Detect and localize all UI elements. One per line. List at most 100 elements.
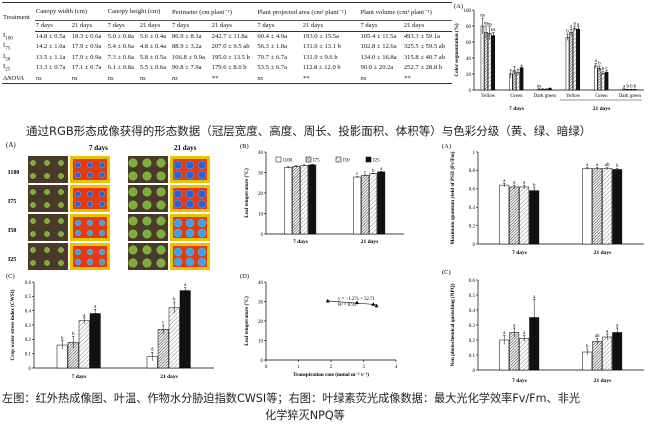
bar-i75 <box>569 32 573 91</box>
x-category-label: 21 days <box>594 250 612 256</box>
table-cell: 112.8 ± 12.0 b <box>302 64 341 72</box>
significance-letter: b <box>566 30 569 35</box>
treatment-subscript: 25 <box>5 67 11 73</box>
bar-i75 <box>597 68 602 91</box>
bar-i25 <box>377 171 386 235</box>
significance-letter: b <box>72 332 75 337</box>
bar-i50 <box>572 28 577 91</box>
x-tick-label: 0 <box>265 365 268 370</box>
y-tick-label: 0.4 <box>469 206 476 211</box>
table-cell-treatment: I25 <box>2 63 35 74</box>
significance-letter: a <box>380 167 383 172</box>
y-tick-label: 0.6 <box>469 279 476 284</box>
table-cell-treatment: I100 <box>2 31 35 42</box>
bar-i100 <box>284 167 293 235</box>
table-subheader: 21 days <box>301 20 360 32</box>
significance-letter: a <box>523 181 526 186</box>
table-header-treatment: Treatment <box>2 2 35 31</box>
significance-letter: a <box>616 324 619 329</box>
table-subheader: 7 days <box>106 20 139 32</box>
treatment-label: I <box>3 31 6 39</box>
table-cell: 5.8 ± 0.5a <box>139 53 167 61</box>
table-cell: 14.2 ± 1.0a <box>35 43 66 51</box>
legend-swatch <box>365 156 372 163</box>
table-cell-treatment: I50 <box>2 52 35 63</box>
y-tick-label: 0.3 <box>469 324 476 329</box>
table-cell: 60.4 ± 4.9a <box>257 33 287 40</box>
bottom-caption-line2: 化学猝灭NPQ等 <box>265 409 345 422</box>
table-cell: ns <box>106 73 139 84</box>
top-caption: 通过RGB形态成像获得的形态数据（冠层宽度、高度、周长、投影面积、体积等）与色彩… <box>26 124 592 138</box>
panel-label: (A) <box>442 143 451 150</box>
y-tick-label: 0.3 <box>25 324 32 329</box>
x-category-label: 21 days <box>160 374 178 380</box>
y-tick-label: 20 <box>258 320 264 325</box>
bar-i25 <box>604 72 609 91</box>
table-header-canopy-width: Canopy width (cm) <box>34 2 107 21</box>
morphology-table: Treatment Canopy width (cm) Canopy heigh… <box>2 2 452 84</box>
x-category-label: 21 days <box>594 378 612 384</box>
table-cell: 106.8 ± 9.9a <box>171 53 205 61</box>
significance-letter: b <box>602 67 605 72</box>
y-tick-label: 0.4 <box>25 309 32 314</box>
y-tick-label: 0.8 <box>469 169 476 174</box>
regression-r2: R² = 0.93 <box>338 302 357 308</box>
scatter-point <box>374 303 379 308</box>
significance-letter: ab <box>595 334 600 339</box>
treatment-subscript: 50 <box>5 56 11 62</box>
significance-letter: a <box>523 331 526 336</box>
bar-i75 <box>292 166 301 235</box>
significance-letter: a <box>595 59 598 64</box>
table-cell: 88.9 ± 3.2a <box>171 43 202 51</box>
table-subheader: 7 days <box>34 20 71 32</box>
y-axis-label: Non photochemical quenching (NPQ) <box>449 283 456 366</box>
x-tick-label: 2 <box>330 365 333 370</box>
y-tick-label: 0.2 <box>469 224 476 229</box>
legend-label: I100 <box>283 159 293 164</box>
significance-letter: a <box>570 25 573 30</box>
thermal-col-label-21days: 21 days <box>174 144 197 152</box>
significance-letter: ns <box>537 84 542 89</box>
table-subheader: 21 days <box>210 20 257 32</box>
table-cell: 90.8 ± 7.9a <box>171 64 202 72</box>
bar-i100 <box>499 184 510 245</box>
significance-letter: c <box>356 172 359 177</box>
treatment-subscript: 75 <box>5 46 11 52</box>
x-tick-label: 4 <box>395 365 398 370</box>
bar-i50 <box>369 173 378 235</box>
x-category-label: 7 days <box>512 250 527 256</box>
table-cell: 105.4 ± 11.5a <box>360 33 397 40</box>
bar-i50 <box>602 168 613 245</box>
table-cell: 207.0 ± 9.5 ab <box>211 43 250 51</box>
table-subheader: 7 days <box>359 20 403 32</box>
bar-i100 <box>582 168 593 245</box>
bar-i100 <box>353 176 362 235</box>
legend-label: I25 <box>373 159 380 164</box>
scatter-point <box>325 298 330 303</box>
bar-i25 <box>179 290 191 369</box>
significance-letter: c <box>364 170 367 175</box>
significance-letter: a <box>606 330 609 335</box>
thermal-image <box>170 214 210 241</box>
treatment-label: I <box>3 52 6 60</box>
treatment-label: I <box>3 42 6 50</box>
bar-i25 <box>612 169 623 245</box>
bar-i50 <box>487 32 492 91</box>
table-header-canopy-height: Canopy height (cm) <box>106 2 171 21</box>
table-subheader: 21 days <box>138 20 171 32</box>
panel-label: (C) <box>442 269 451 276</box>
table-cell: ** <box>402 73 452 84</box>
significance-letter: a <box>586 163 589 168</box>
table-cell: 86.9 ± 8.1a <box>171 33 202 40</box>
significance-letter: a <box>83 313 86 318</box>
cwsi-chart: (C) Crop water stress index (CWSI) 0 0.1 0.2… <box>6 273 214 380</box>
treatment-subscript: 100 <box>5 35 13 41</box>
table-row: I25 13.3 ± 0.7a 17.1 ± 0.7a 6.1 ± 0.8a 5.5 ±… <box>2 63 452 74</box>
rgb-plant-photo <box>128 243 168 270</box>
table-cell: 193.0 ± 15.5a <box>302 33 339 40</box>
y-tick-label: 0.1 <box>469 354 476 359</box>
y-tick-label: 30 <box>258 300 264 305</box>
significance-letter: b <box>630 85 633 90</box>
y-tick-label: 0 <box>473 369 476 374</box>
table-cell: 493.3 ± 59.1a <box>403 33 441 40</box>
